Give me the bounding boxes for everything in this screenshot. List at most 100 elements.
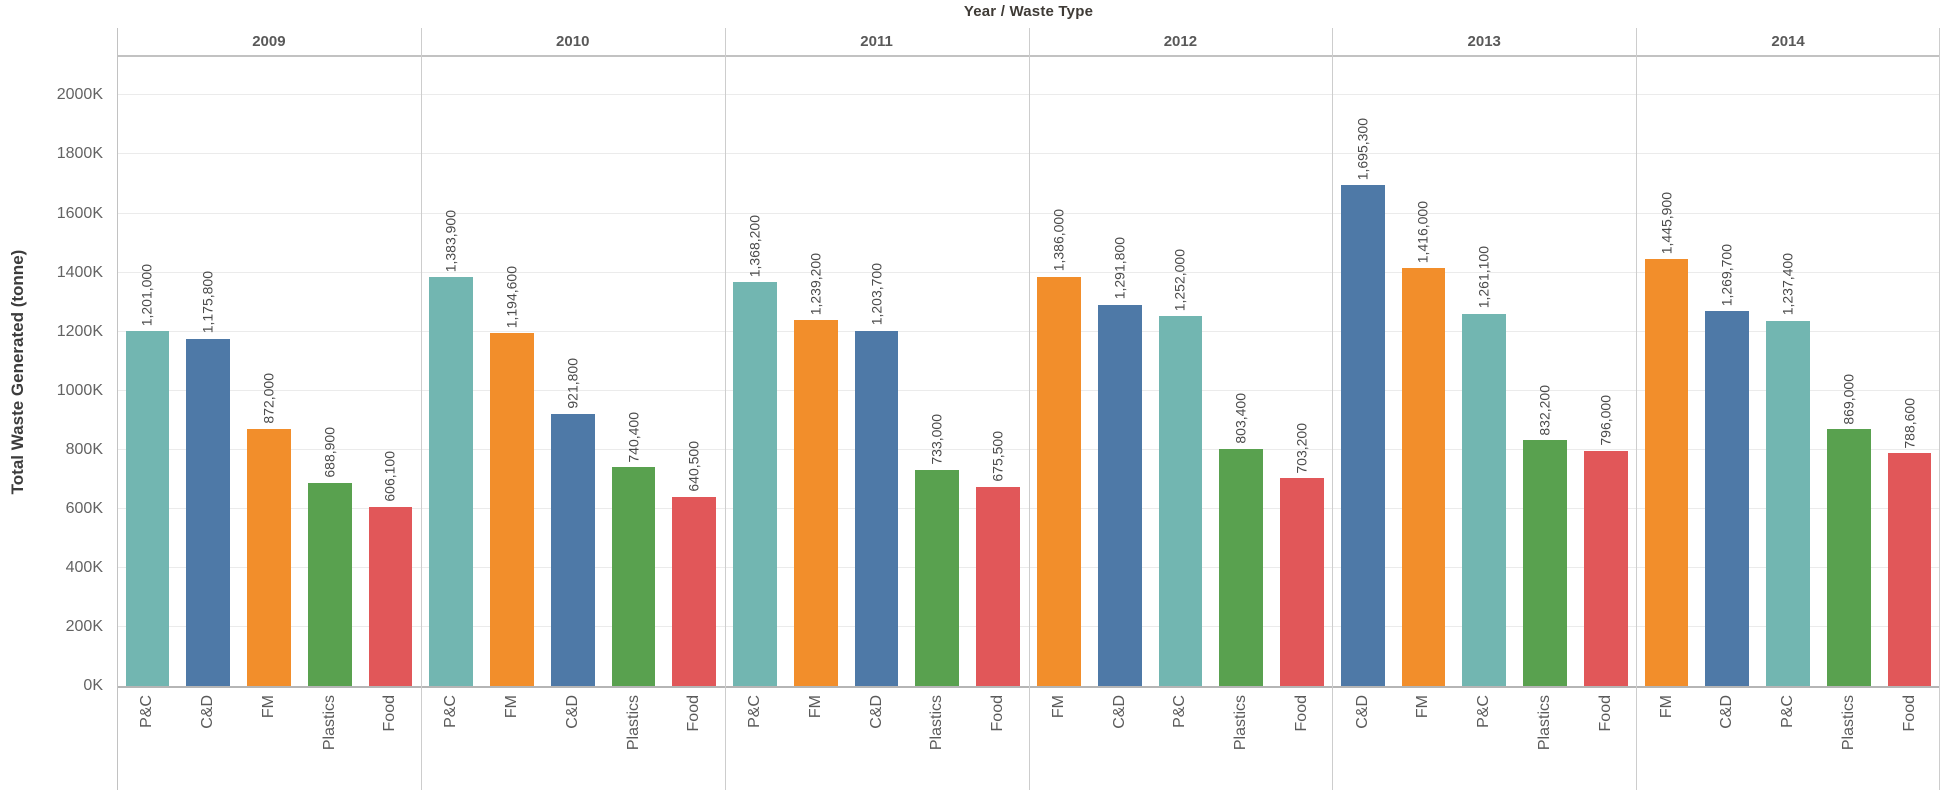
bar-value-label: 675,500 (989, 430, 1006, 482)
category-label-2009-cd[interactable]: C&D (199, 695, 217, 729)
category-label-2010-fm[interactable]: FM (502, 695, 520, 719)
category-label-2009-fm[interactable]: FM (259, 695, 277, 719)
bar-value-label: 1,203,700 (868, 263, 885, 326)
bar-value-label: 1,237,400 (1779, 253, 1796, 316)
bar-2013-fm[interactable] (1401, 267, 1446, 686)
category-label-2012-plastics[interactable]: Plastics (1232, 695, 1250, 751)
year-header-2009[interactable]: 2009 (252, 33, 286, 50)
bar-2014-cd[interactable] (1705, 311, 1750, 686)
year-header-2010[interactable]: 2010 (556, 33, 590, 50)
bar-2009-food[interactable] (368, 507, 413, 686)
category-label-2014-food[interactable]: Food (1900, 695, 1918, 732)
y-tick-label: 200K (65, 617, 103, 635)
category-label-2012-cd[interactable]: C&D (1110, 695, 1128, 729)
bar-value-label: 703,200 (1293, 422, 1310, 474)
category-label-2009-food[interactable]: Food (381, 695, 399, 732)
panel-divider (1332, 28, 1334, 790)
bar-2013-food[interactable] (1583, 450, 1628, 686)
category-label-2011-cd[interactable]: C&D (867, 695, 885, 729)
bar-2011-plastics[interactable] (915, 469, 960, 686)
category-label-2009-pc[interactable]: P&C (138, 695, 156, 728)
year-header-2013[interactable]: 2013 (1467, 33, 1501, 50)
category-label-2012-food[interactable]: Food (1292, 695, 1310, 732)
category-label-2010-food[interactable]: Food (685, 695, 703, 732)
bar-value-label: 640,500 (685, 441, 702, 492)
category-label-2010-pc[interactable]: P&C (442, 695, 460, 728)
y-tick-label: 800K (65, 440, 103, 458)
facet-labels-2011: P&C FM C&D Plastics Food (725, 688, 1029, 790)
bar-2013-pc[interactable] (1462, 313, 1507, 686)
category-label-2010-cd[interactable]: C&D (563, 695, 581, 729)
category-label-2012-pc[interactable]: P&C (1171, 695, 1189, 728)
bar-2009-plastics[interactable] (307, 482, 352, 686)
category-label-2014-cd[interactable]: C&D (1718, 695, 1736, 729)
bar-2011-fm[interactable] (793, 320, 838, 686)
bar-2011-pc[interactable] (733, 281, 777, 686)
bar-2010-pc[interactable] (429, 277, 474, 686)
category-label-2013-cd[interactable]: C&D (1353, 695, 1371, 729)
category-label-2012-fm[interactable]: FM (1049, 695, 1067, 719)
facet-panel-2014: 1,445,900 1,269,700 1,237,400 869,000 788,60… (1636, 57, 1940, 686)
category-label-2014-pc[interactable]: P&C (1779, 695, 1797, 728)
bar-2010-fm[interactable] (490, 333, 534, 686)
year-header-2014[interactable]: 2014 (1771, 33, 1805, 50)
facet-labels-2010: P&C FM C&D Plastics Food (421, 688, 725, 790)
year-header-cell: 2009 (117, 28, 421, 55)
bar-2014-food[interactable] (1887, 453, 1932, 686)
bar-2011-food[interactable] (976, 486, 1020, 686)
bar-value-label: 1,261,100 (1475, 246, 1492, 309)
year-header-cell: 2011 (725, 28, 1029, 55)
y-tick-label: 1800K (56, 145, 103, 163)
bar-value-label: 1,194,600 (503, 265, 520, 329)
bar-value-label: 921,800 (564, 358, 581, 409)
year-header-cell: 2014 (1636, 28, 1940, 55)
bar-2009-fm[interactable] (247, 428, 291, 686)
bar-value-label: 1,386,000 (1050, 209, 1067, 272)
bar-value-label: 872,000 (260, 372, 277, 424)
year-header-2011[interactable]: 2011 (860, 33, 893, 50)
bar-2013-cd[interactable] (1340, 185, 1385, 686)
facet-panel-2012: 1,386,000 1,291,800 1,252,000 803,400 703,20… (1029, 57, 1333, 686)
category-label-2011-fm[interactable]: FM (806, 695, 824, 719)
bar-2012-fm[interactable] (1037, 276, 1081, 686)
panel-divider (1939, 28, 1940, 790)
y-tick-label: 2000K (56, 86, 103, 104)
bar-2011-cd[interactable] (854, 330, 899, 686)
bar-2010-cd[interactable] (550, 413, 595, 686)
bar-value-label: 803,400 (1232, 393, 1249, 444)
bar-2012-cd[interactable] (1097, 304, 1142, 686)
category-label-2010-plastics[interactable]: Plastics (624, 695, 642, 751)
bar-value-label: 1,291,800 (1111, 237, 1128, 300)
panel-divider (1028, 28, 1030, 790)
bar-2010-food[interactable] (672, 496, 717, 686)
panel-divider (724, 28, 726, 790)
bar-value-label: 740,400 (625, 411, 641, 463)
bar-2009-cd[interactable] (186, 338, 231, 686)
bar-2014-plastics[interactable] (1826, 429, 1871, 686)
bar-2013-plastics[interactable] (1523, 440, 1567, 686)
category-label-2011-plastics[interactable]: Plastics (928, 695, 946, 751)
category-label-2009-plastics[interactable]: Plastics (320, 695, 338, 751)
category-label-2013-pc[interactable]: P&C (1475, 695, 1493, 728)
bar-2012-pc[interactable] (1158, 316, 1203, 686)
y-tick-label: 1200K (56, 322, 103, 340)
category-label-2013-food[interactable]: Food (1596, 695, 1614, 732)
bar-value-label: 1,368,200 (746, 214, 763, 277)
bar-value-label: 788,600 (1901, 397, 1918, 449)
category-label-2011-food[interactable]: Food (989, 695, 1007, 732)
facet-labels-2013: C&D FM P&C Plastics Food (1332, 688, 1636, 790)
bar-2010-plastics[interactable] (611, 467, 656, 686)
bar-2014-fm[interactable] (1644, 259, 1689, 686)
facet-panel-2011: 1,368,200 1,239,200 1,203,700 733,000 675,50… (725, 57, 1029, 686)
category-label-2014-plastics[interactable]: Plastics (1839, 695, 1857, 751)
bar-2009-pc[interactable] (125, 331, 170, 686)
bar-2012-food[interactable] (1280, 478, 1324, 686)
bar-2012-plastics[interactable] (1219, 448, 1264, 686)
bar-2014-pc[interactable] (1766, 320, 1810, 686)
category-label-2013-fm[interactable]: FM (1414, 695, 1432, 719)
category-label-2014-fm[interactable]: FM (1657, 695, 1675, 719)
year-header-cell: 2010 (421, 28, 725, 55)
category-label-2011-pc[interactable]: P&C (746, 695, 764, 728)
year-header-2012[interactable]: 2012 (1163, 33, 1198, 50)
category-label-2013-plastics[interactable]: Plastics (1536, 695, 1553, 751)
